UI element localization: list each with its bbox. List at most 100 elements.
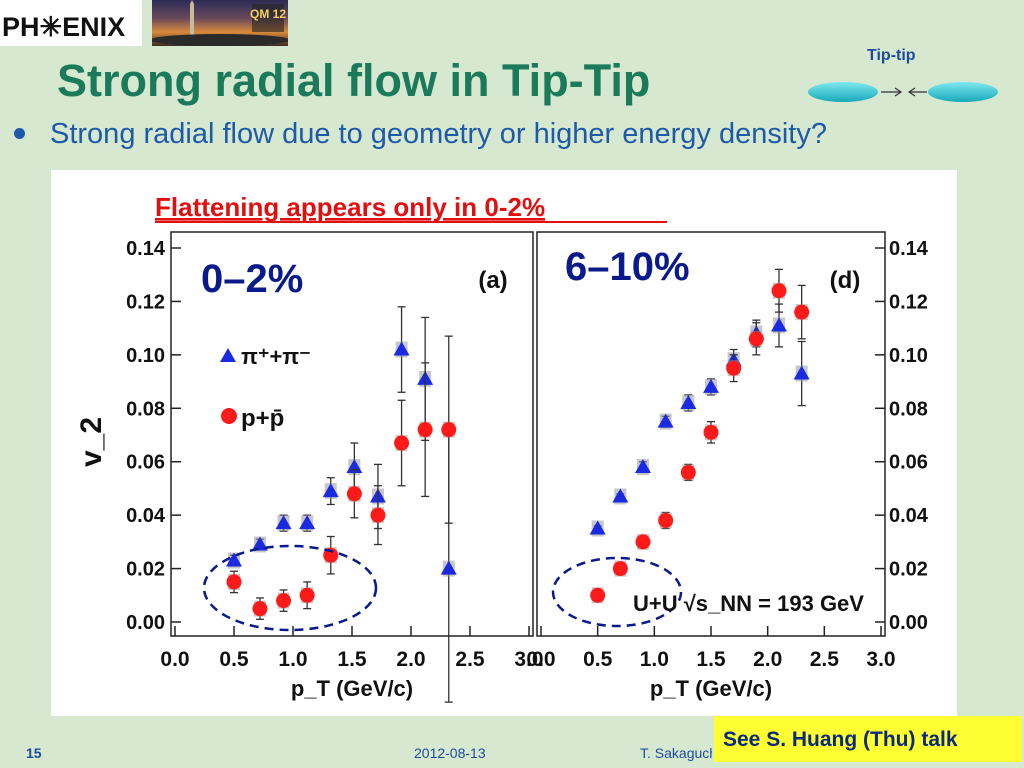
footer-date: 2012-08-13	[414, 745, 486, 761]
proton-point-1-1	[612, 561, 628, 577]
proton-point-1-0	[590, 587, 606, 603]
arrow-left-icon	[907, 87, 916, 97]
y-tick-label-0-0: 0.00	[126, 612, 165, 634]
y-tick-label-1-3: 0.06	[889, 452, 928, 474]
tiptip-diagram	[808, 82, 998, 102]
x-tick-label-1-0: 0.0	[526, 648, 555, 671]
pion-point-1-0	[589, 520, 606, 535]
left-nucleus-icon	[808, 82, 878, 102]
panel-label-1: (d)	[830, 267, 861, 294]
proton-point-1-6	[726, 360, 742, 376]
y-tick-label-1-1: 0.02	[889, 559, 928, 581]
y-tick-label-1-7: 0.14	[889, 238, 929, 260]
x-tick-label-0-1: 0.5	[219, 648, 249, 671]
x-tick-label-0-0: 0.0	[160, 648, 189, 671]
proton-point-0-1	[252, 601, 268, 617]
arrow-right-icon	[894, 87, 903, 97]
proton-point-0-0	[226, 574, 242, 590]
photo-artwork: QM 12	[152, 0, 288, 46]
tiptip-label: Tip-tip	[867, 47, 916, 64]
x-tick-label-0-6: 3.0	[514, 648, 543, 671]
y-tick-label-0-3: 0.06	[126, 452, 165, 474]
pion-point-0-1	[251, 536, 268, 551]
y-tick-label-0-6: 0.12	[126, 291, 165, 313]
proton-point-1-7	[748, 331, 764, 347]
proton-point-0-3	[299, 587, 315, 603]
proton-point-0-2	[276, 593, 292, 609]
phenix-logo: PH✳ENIX	[0, 0, 142, 46]
proton-point-0-6	[370, 507, 386, 523]
slide-title: Strong radial flow in Tip-Tip	[57, 55, 651, 106]
y-tick-label-0-7: 0.14	[126, 238, 166, 260]
legend-proton-text: p+p̄	[241, 405, 284, 432]
pion-point-0-3	[299, 515, 316, 530]
y-tick-label-1-2: 0.04	[889, 505, 929, 527]
proton-point-0-5	[346, 486, 362, 502]
pion-point-1-2	[635, 459, 651, 474]
x-tick-label-0-3: 1.5	[337, 648, 367, 671]
y-tick-label-1-0: 0.00	[889, 612, 928, 634]
y-axis-label: v_2	[75, 417, 108, 467]
y-tick-label-1-5: 0.10	[889, 345, 928, 367]
v2-chart-svg: 0.00 0.02 0.04 0.06 0.08 0.10 0.12 0.14 0.0 0.5 1.…	[75, 192, 929, 703]
x-tick-label-1-4: 2.0	[753, 648, 782, 671]
y-tick-label-0-5: 0.10	[126, 345, 165, 367]
bullet-text: Strong radial flow due to geometry or hi…	[50, 118, 827, 150]
proton-point-1-8	[771, 283, 787, 299]
flattening-note: Flattening appears only in 0-2%	[155, 192, 545, 222]
v2-figure: 0.00 0.02 0.04 0.06 0.08 0.10 0.12 0.14 0.0 0.5 1.…	[51, 170, 957, 716]
pion-point-1-9	[793, 365, 810, 380]
highlight-ellipse-right	[551, 556, 683, 628]
highlight-ellipse-left	[202, 544, 378, 632]
proton-point-0-7	[394, 435, 410, 451]
pion-point-1-4	[680, 394, 697, 409]
collision-annotation: U+U √s_NN = 193 GeV	[633, 591, 864, 616]
page-number: 15	[26, 745, 42, 761]
pion-point-0-7	[393, 341, 410, 356]
x-tick-label-1-3: 1.5	[696, 648, 726, 671]
y-tick-label-1-6: 0.12	[889, 291, 928, 313]
proton-point-1-2	[635, 534, 651, 550]
x-tick-label-0-2: 1.0	[278, 648, 307, 671]
conference-photo: QM 12	[152, 0, 288, 46]
x-tick-label-1-2: 1.0	[640, 648, 669, 671]
pion-point-0-4	[322, 483, 339, 498]
legend-proton-marker	[221, 408, 237, 424]
proton-point-1-5	[703, 424, 719, 440]
phenix-logo-text: PH✳ENIX	[2, 12, 126, 42]
proton-point-0-9	[441, 422, 457, 438]
pion-point-0-0	[226, 552, 242, 567]
pion-point-1-8	[771, 317, 787, 332]
proton-point-0-8	[417, 422, 433, 438]
see-talk-box	[714, 716, 1022, 762]
y-tick-label-0-1: 0.02	[126, 559, 165, 581]
see-talk-text: See S. Huang (Thu) talk	[723, 728, 958, 751]
x-tick-label-1-6: 3.0	[866, 648, 895, 671]
x-axis-label-1: p_T (GeV/c)	[650, 676, 772, 701]
x-tick-label-0-5: 2.5	[455, 648, 485, 671]
pion-point-1-1	[612, 488, 629, 503]
legend-pion-text: π⁺+π⁻	[241, 344, 311, 369]
proton-point-1-4	[680, 464, 696, 480]
centrality-label-1: 6–10%	[565, 245, 690, 289]
proton-point-0-4	[323, 547, 339, 563]
legend-pion-marker	[220, 348, 236, 362]
x-tick-label-1-5: 2.5	[810, 648, 840, 671]
footer-author: T. Sakaguchi	[640, 745, 712, 761]
pion-point-1-5	[703, 378, 719, 393]
x-tick-label-1-1: 0.5	[583, 648, 613, 671]
right-nucleus-icon	[928, 82, 998, 102]
photo-badge: QM 12	[250, 7, 286, 21]
pion-point-0-9	[440, 560, 457, 575]
y-tick-label-0-2: 0.04	[126, 505, 166, 527]
x-axis-label-0: p_T (GeV/c)	[291, 676, 413, 701]
panel-label-0: (a)	[478, 267, 507, 294]
pion-point-0-2	[275, 515, 292, 530]
centrality-label-0: 0–2%	[201, 257, 303, 301]
pion-point-1-3	[657, 413, 674, 428]
bullet-dot	[14, 128, 25, 139]
proton-point-1-3	[658, 512, 674, 528]
y-tick-label-0-4: 0.08	[126, 398, 165, 420]
x-tick-label-0-4: 2.0	[396, 648, 425, 671]
y-tick-label-1-4: 0.08	[889, 398, 928, 420]
